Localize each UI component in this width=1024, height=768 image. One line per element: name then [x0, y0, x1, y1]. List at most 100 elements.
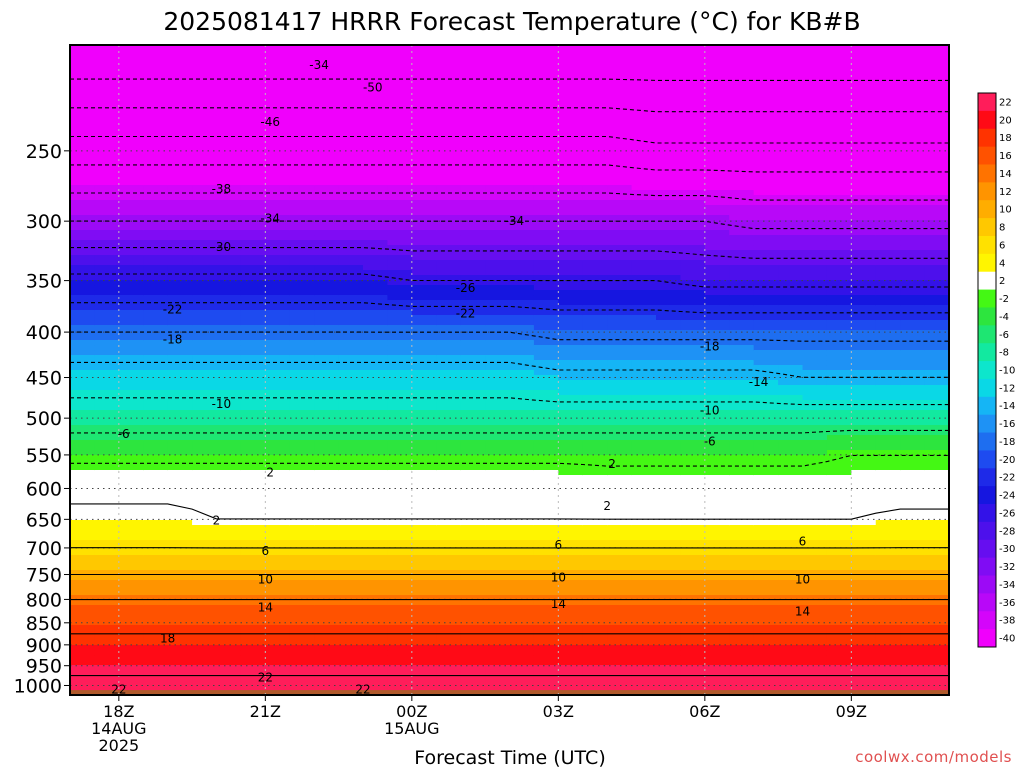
- heat-cell: [753, 340, 779, 346]
- contour-label: -34: [309, 58, 329, 72]
- heat-cell: [436, 245, 462, 251]
- heat-cell: [826, 220, 852, 226]
- heat-cell: [460, 610, 486, 616]
- heat-cell: [118, 510, 144, 516]
- heat-cell: [680, 390, 706, 396]
- heat-cell: [240, 295, 266, 301]
- heat-cell: [802, 385, 828, 391]
- heat-cell: [826, 225, 852, 231]
- heat-cell: [875, 105, 901, 111]
- heat-cell: [607, 435, 633, 441]
- heat-cell: [753, 105, 779, 111]
- heat-cell: [558, 400, 584, 406]
- heat-cell: [314, 380, 340, 386]
- heat-cell: [314, 150, 340, 156]
- heat-cell: [607, 75, 633, 81]
- heat-cell: [338, 515, 364, 521]
- heat-cell: [778, 680, 804, 686]
- heat-cell: [387, 60, 413, 66]
- heat-cell: [143, 270, 169, 276]
- heat-cell: [363, 240, 389, 246]
- heat-cell: [607, 480, 633, 486]
- heat-cell: [826, 345, 852, 351]
- heat-cell: [753, 235, 779, 241]
- heat-cell: [875, 130, 901, 136]
- heat-cell: [680, 200, 706, 206]
- heat-cell: [607, 630, 633, 636]
- heat-cell: [94, 285, 120, 291]
- heat-cell: [875, 175, 901, 181]
- heat-cell: [753, 205, 779, 211]
- heat-cell: [265, 535, 291, 541]
- heat-cell: [851, 415, 877, 421]
- heat-cell: [118, 170, 144, 176]
- heat-cell: [192, 90, 218, 96]
- colorbar-swatch: [978, 253, 996, 273]
- heat-cell: [167, 240, 193, 246]
- heat-cell: [607, 655, 633, 661]
- chart-title: 2025081417 HRRR Forecast Temperature (°C…: [163, 7, 860, 36]
- heat-cell: [875, 655, 901, 661]
- heat-cell: [167, 470, 193, 476]
- heat-cell: [875, 220, 901, 226]
- heat-cell: [509, 220, 535, 226]
- heat-cell: [607, 610, 633, 616]
- heat-cell: [94, 160, 120, 166]
- heat-cell: [94, 65, 120, 71]
- heat-cell: [631, 440, 657, 446]
- heat-cell: [533, 285, 559, 291]
- heat-cell: [192, 95, 218, 101]
- heat-cell: [436, 145, 462, 151]
- heat-cell: [851, 550, 877, 556]
- heat-cell: [582, 365, 608, 371]
- heat-cell: [875, 445, 901, 451]
- heat-cell: [875, 595, 901, 601]
- heat-cell: [729, 280, 755, 286]
- heat-cell: [485, 75, 511, 81]
- heat-cell: [704, 325, 730, 331]
- heat-cell: [192, 455, 218, 461]
- heat-cell: [778, 625, 804, 631]
- heat-cell: [363, 110, 389, 116]
- heat-cell: [289, 650, 315, 656]
- heat-cell: [851, 285, 877, 291]
- heat-cell: [314, 345, 340, 351]
- heat-cell: [924, 430, 949, 436]
- heat-cell: [802, 170, 828, 176]
- heat-cell: [607, 685, 633, 691]
- heat-cell: [778, 290, 804, 296]
- heat-cell: [533, 200, 559, 206]
- heat-cell: [485, 485, 511, 491]
- y-tick-label: 500: [26, 408, 62, 430]
- heat-cell: [363, 55, 389, 61]
- heat-cell: [70, 355, 96, 361]
- heat-cell: [533, 270, 559, 276]
- heat-cell: [753, 210, 779, 216]
- heat-cell: [314, 495, 340, 501]
- heat-cell: [875, 230, 901, 236]
- heat-cell: [143, 265, 169, 271]
- heat-cell: [753, 260, 779, 266]
- heat-cell: [363, 560, 389, 566]
- heat-cell: [778, 190, 804, 196]
- heat-cell: [826, 465, 852, 471]
- heat-cell: [533, 670, 559, 676]
- colorbar-swatch: [978, 146, 996, 165]
- heat-cell: [94, 450, 120, 456]
- heat-cell: [460, 420, 486, 426]
- heat-cell: [582, 615, 608, 621]
- heat-cell: [118, 655, 144, 661]
- heat-cell: [411, 370, 437, 376]
- heat-cell: [216, 445, 242, 451]
- heat-cell: [436, 200, 462, 206]
- heat-cell: [900, 580, 926, 586]
- heat-cell: [631, 275, 657, 281]
- colorbar-swatch: [978, 450, 996, 469]
- heat-cell: [533, 165, 559, 171]
- heat-cell: [631, 640, 657, 646]
- heat-cell: [167, 655, 193, 661]
- heat-cell: [558, 630, 584, 636]
- heat-cell: [582, 560, 608, 566]
- heat-cell: [485, 250, 511, 256]
- heat-cell: [118, 410, 144, 416]
